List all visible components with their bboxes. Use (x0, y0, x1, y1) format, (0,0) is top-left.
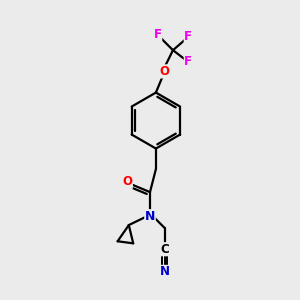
Text: C: C (160, 243, 169, 256)
Text: F: F (184, 56, 192, 68)
Text: N: N (160, 266, 170, 278)
Text: F: F (184, 30, 192, 44)
Text: O: O (122, 175, 132, 188)
Text: N: N (145, 210, 155, 223)
Text: O: O (160, 65, 170, 78)
Text: F: F (154, 28, 162, 41)
